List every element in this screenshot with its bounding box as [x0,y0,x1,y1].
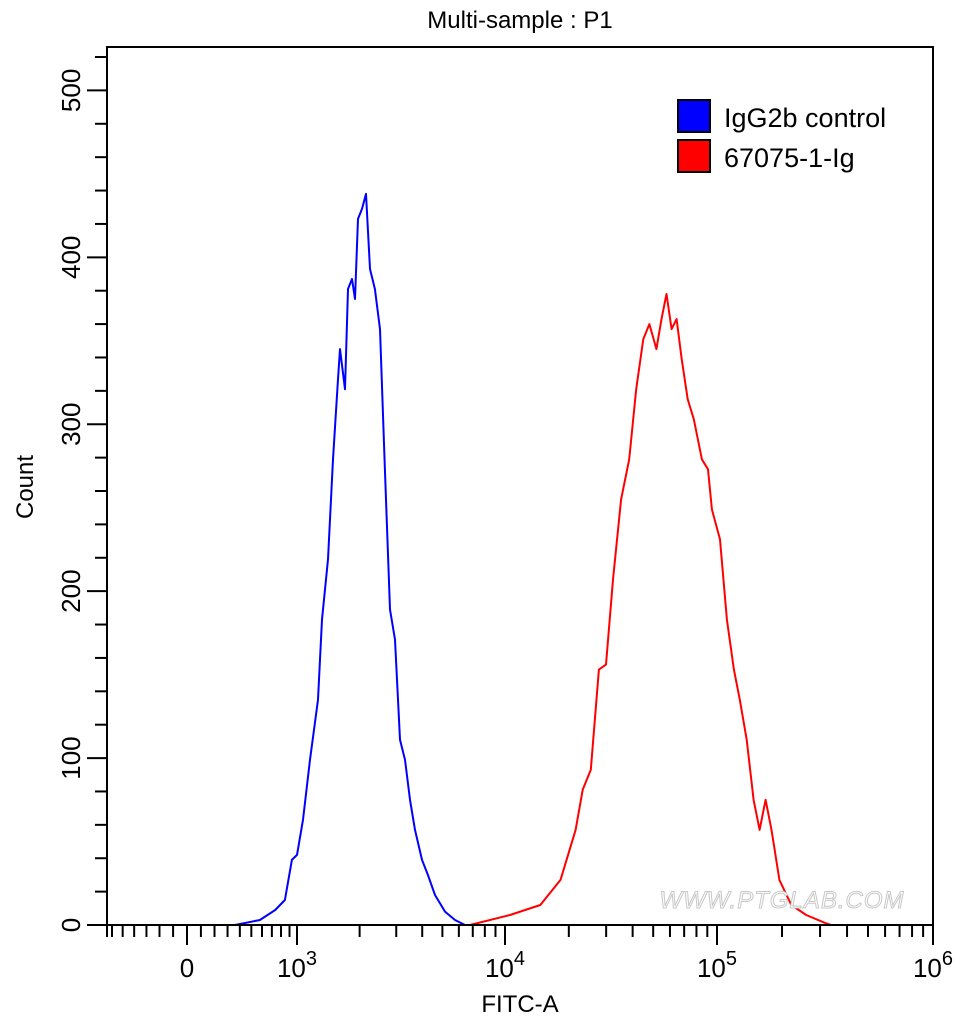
x-tick-label: 104 [485,948,525,983]
legend-swatch [677,99,711,133]
y-tick-label: 200 [56,569,86,612]
y-tick-label: 400 [56,236,86,279]
watermark: WWW.PTGLAB.COM [659,887,904,914]
legend: IgG2b control 67075-1-Ig [677,99,886,173]
series-line-sample [469,293,832,926]
y-tick-label: 100 [56,736,86,779]
y-tick-label: 500 [56,69,86,112]
y-axis-label: Count [12,455,39,519]
y-tick-label: 0 [56,918,86,932]
x-tick-label: 105 [697,948,737,983]
series-line-control [234,192,466,926]
y-tick-label: 300 [56,403,86,446]
x-axis-label: FITC-A [481,991,558,1018]
x-tick-label: 103 [277,948,317,983]
legend-swatch [677,139,711,173]
plot-frame [106,46,934,926]
legend-label: IgG2b control [724,103,886,133]
x-tick-label: 0 [180,953,194,983]
chart-title: Multi-sample : P1 [427,7,612,34]
legend-label: 67075-1-Ig [724,143,855,173]
x-tick-label: 106 [913,948,953,983]
